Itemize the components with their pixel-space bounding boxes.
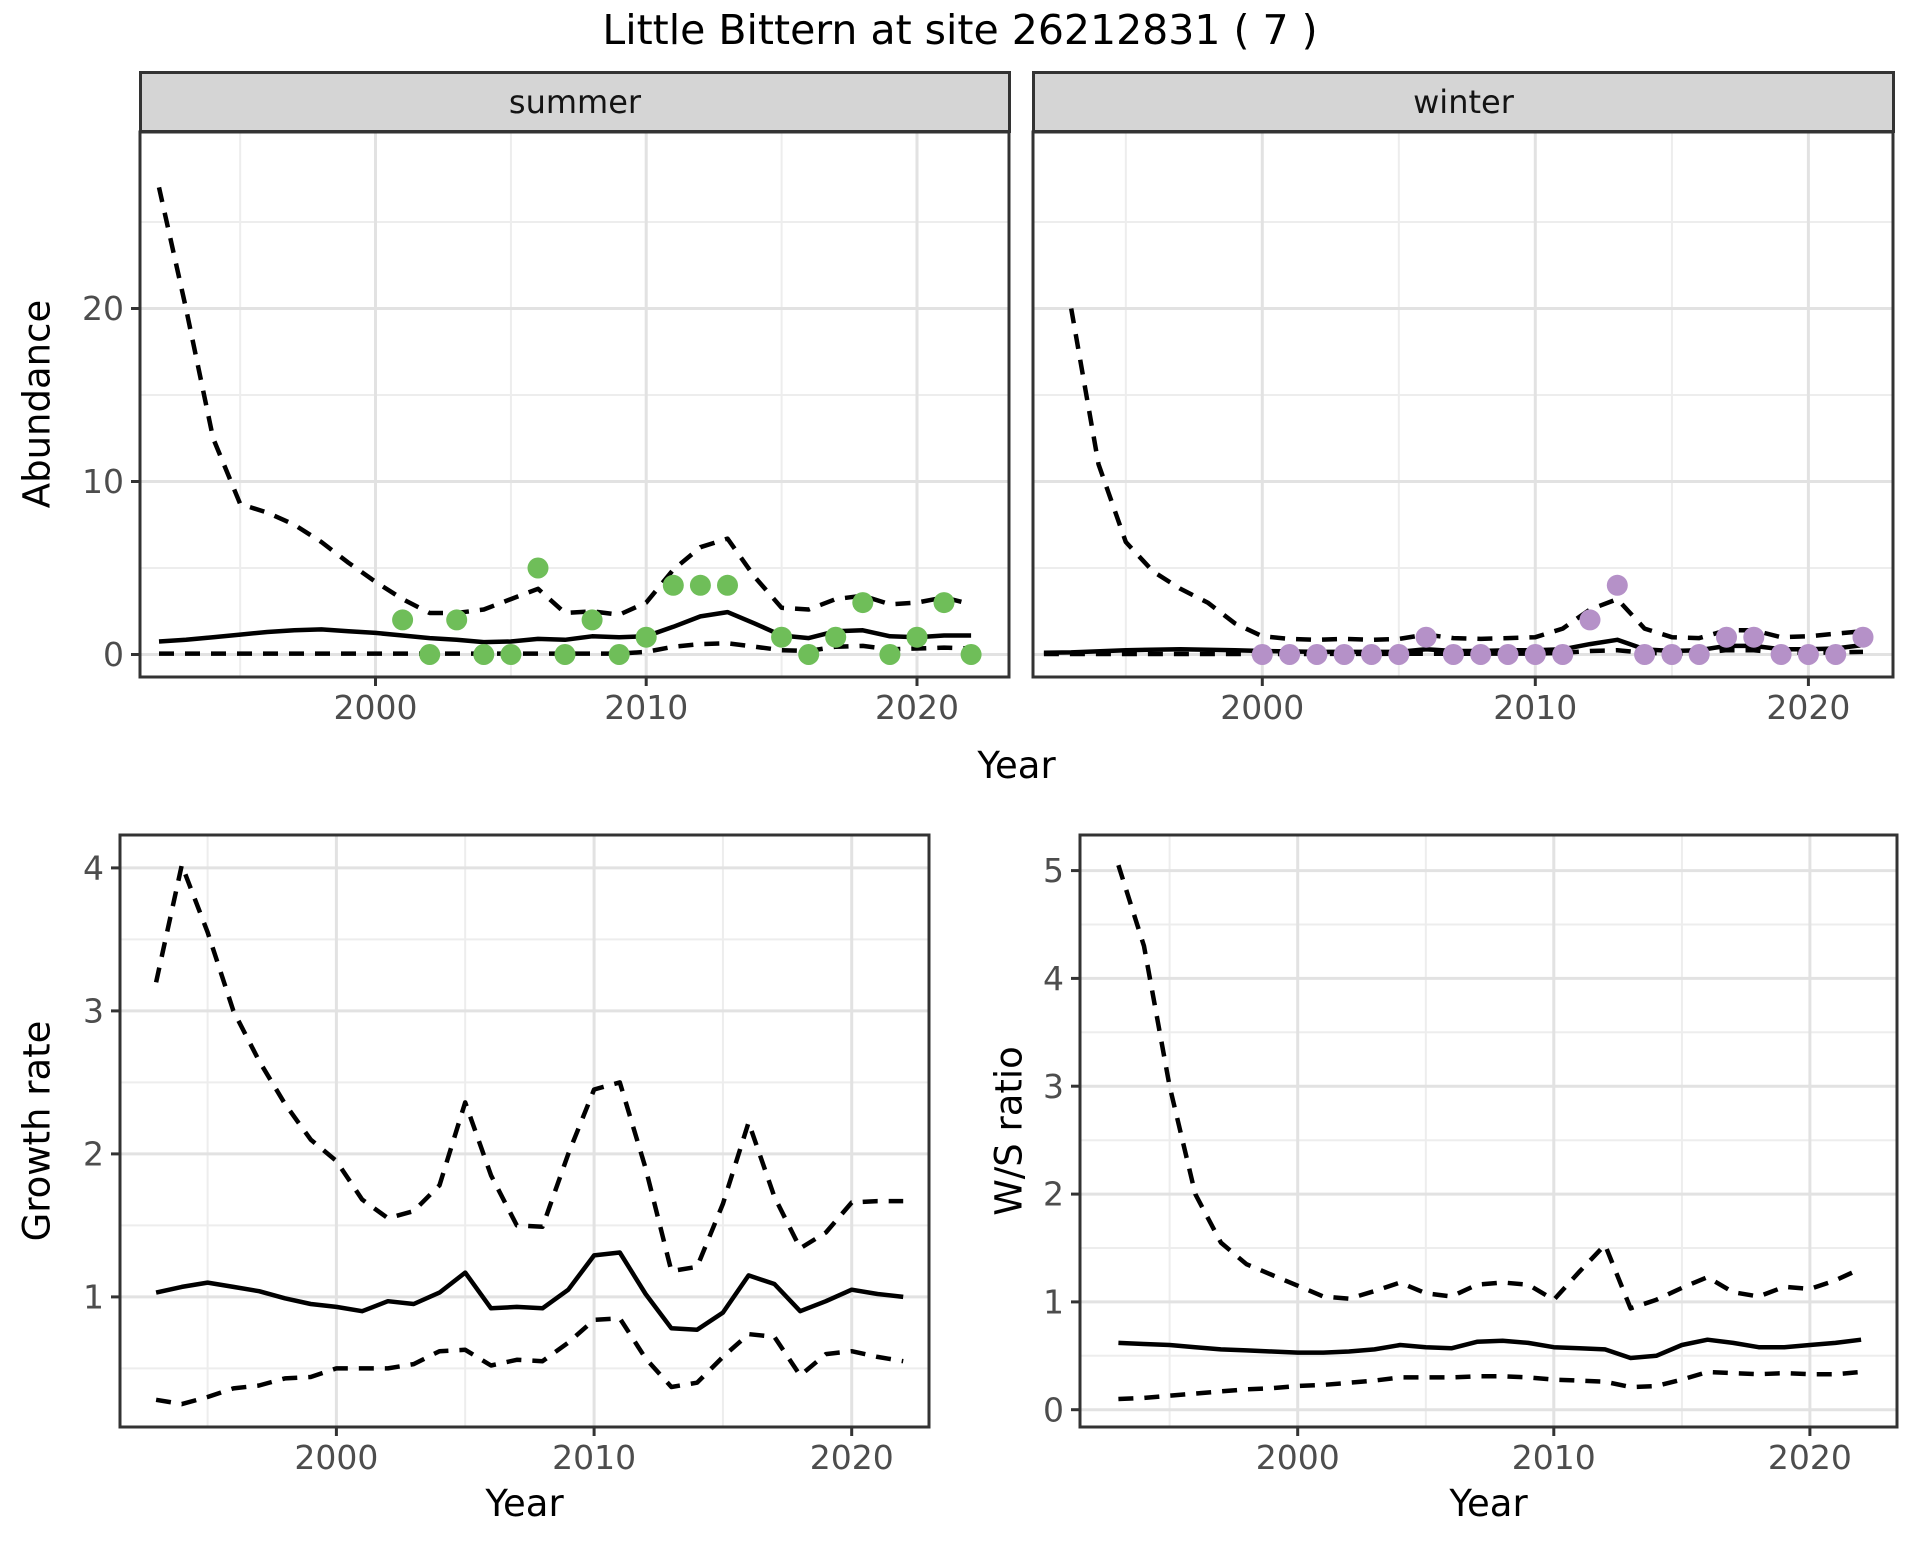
median-line (1118, 1337, 1862, 1361)
x-tick-label: 2000 (1256, 1438, 1340, 1477)
observation-point (1606, 574, 1628, 596)
observation-point (1825, 644, 1847, 665)
observation-point (798, 644, 820, 665)
panel-background (140, 132, 1009, 677)
y-tick-label: 10 (82, 462, 124, 501)
observation-point (392, 609, 414, 631)
x-axis-title-year-growth: Year (485, 1482, 564, 1525)
y-tick-label: 5 (1043, 851, 1064, 890)
y-tick-label: 20 (82, 289, 124, 328)
observation-point (689, 574, 711, 596)
panel-border (118, 833, 931, 1429)
observation-point (419, 644, 441, 665)
x-tick-label: 2010 (604, 688, 688, 727)
observation-point (1333, 644, 1355, 665)
observation-point (1716, 626, 1737, 648)
confidence-interval-line (1068, 308, 1864, 643)
observation-point (1634, 644, 1656, 665)
observation-point (906, 626, 928, 648)
panel-background (1080, 835, 1897, 1427)
panel-background (1033, 132, 1893, 677)
median-line (155, 1250, 904, 1333)
page-title: Little Bittern at site 26212831 ( 7 ) (602, 6, 1318, 54)
x-axis-title-year-ws: Year (1449, 1482, 1528, 1525)
facet-strip-summer-label: summer (508, 83, 642, 121)
x-tick-label: 2000 (1220, 688, 1304, 727)
observation-point (1579, 609, 1601, 631)
confidence-interval-line (159, 641, 972, 656)
observation-point (1251, 644, 1273, 665)
observation-point (662, 574, 684, 596)
facet-strip-winter: winter (1032, 71, 1895, 133)
observation-point (717, 574, 738, 596)
y-axis-title-ws-ratio: W/S ratio (987, 1046, 1031, 1216)
x-tick-label: 2010 (1493, 688, 1577, 727)
x-tick-label: 2010 (552, 1438, 636, 1477)
y-tick-label: 2 (83, 1134, 104, 1173)
x-axis-title-year-top: Year (977, 744, 1056, 787)
observation-point (1279, 644, 1301, 665)
x-tick-label: 2020 (1766, 688, 1850, 727)
x-tick-label: 2020 (875, 688, 959, 727)
confidence-interval-line (1116, 864, 1863, 1311)
panel-border (1078, 833, 1899, 1429)
observation-point (852, 592, 874, 614)
y-tick-label: 0 (1043, 1390, 1064, 1429)
observation-point (1306, 644, 1328, 665)
observation-point (500, 644, 522, 665)
x-tick-label: 2020 (1768, 1438, 1852, 1477)
observation-point (933, 592, 955, 614)
observation-point (608, 644, 630, 665)
y-tick-label: 3 (83, 991, 104, 1030)
observation-point (1661, 644, 1683, 665)
observation-point (1497, 644, 1519, 665)
observation-point (1388, 644, 1410, 665)
facet-strip-summer: summer (139, 71, 1011, 133)
observation-point (473, 644, 495, 665)
y-tick-label: 2 (1043, 1175, 1064, 1214)
observation-point (1797, 644, 1819, 665)
observation-point (771, 626, 793, 648)
observation-point (825, 626, 847, 648)
observation-point (554, 644, 576, 665)
x-tick-label: 2010 (1512, 1438, 1596, 1477)
observation-point (960, 644, 982, 665)
observation-point (581, 609, 603, 631)
y-tick-label: 1 (83, 1277, 104, 1316)
observation-point (446, 609, 468, 631)
observation-point (527, 557, 549, 579)
panel-background (120, 835, 929, 1427)
observation-point (1552, 644, 1574, 665)
y-tick-label: 3 (1043, 1067, 1064, 1106)
x-tick-label: 2000 (334, 688, 418, 727)
confidence-interval-line (153, 862, 904, 1274)
observation-point (1770, 644, 1792, 665)
observation-point (1470, 644, 1492, 665)
y-tick-label: 4 (83, 848, 104, 887)
x-tick-label: 2000 (294, 1438, 378, 1477)
observation-point (1415, 626, 1437, 648)
observation-point (879, 644, 901, 665)
y-tick-label: 0 (103, 635, 124, 674)
x-tick-label: 2020 (810, 1438, 894, 1477)
y-axis-title-growth-rate: Growth rate (15, 1020, 59, 1242)
observation-point (1442, 644, 1464, 665)
y-axis-title-abundance: Abundance (15, 299, 59, 509)
confidence-interval-line (1118, 1369, 1862, 1402)
observation-point (1688, 644, 1710, 665)
y-tick-label: 4 (1043, 959, 1064, 998)
facet-strip-winter-label: winter (1413, 83, 1514, 121)
y-tick-label: 1 (1043, 1282, 1064, 1321)
observation-point (1743, 626, 1765, 648)
observation-point (1524, 644, 1546, 665)
observation-point (1361, 644, 1382, 665)
observation-point (1852, 626, 1874, 648)
observation-point (635, 626, 657, 648)
confidence-interval-line (155, 1316, 904, 1407)
